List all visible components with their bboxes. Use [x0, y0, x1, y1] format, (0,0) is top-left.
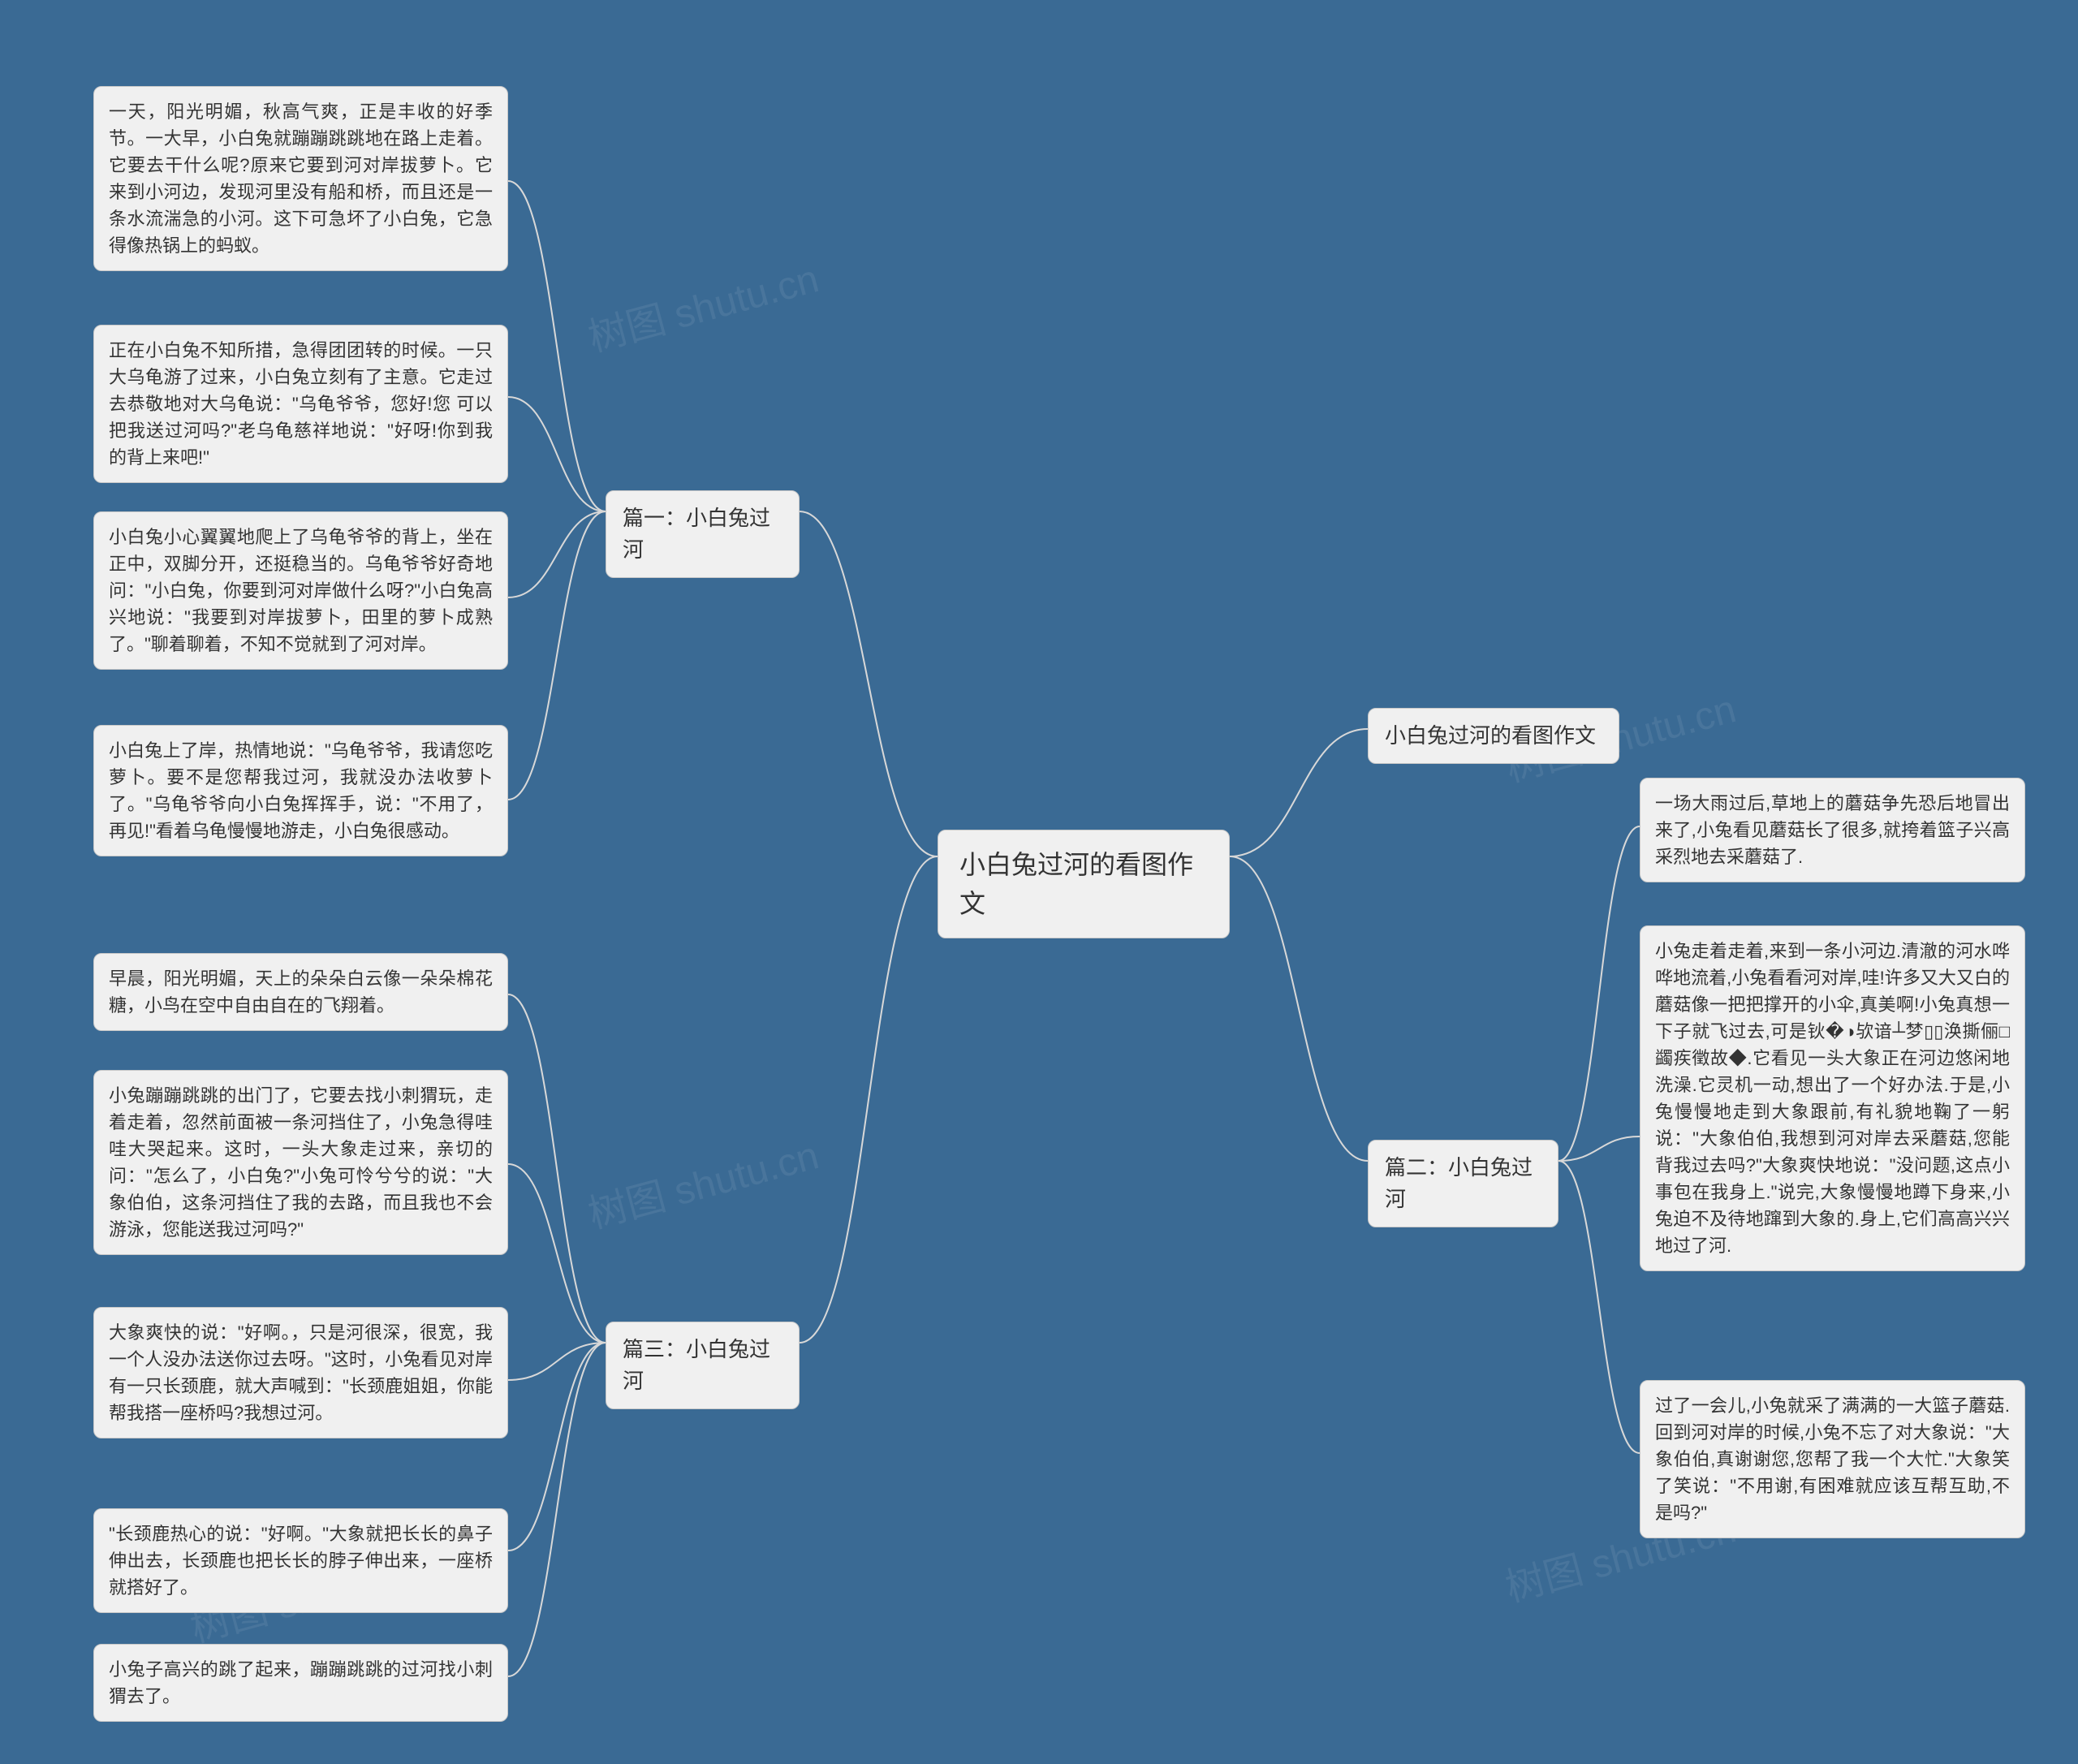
watermark: 树图 shutu.cn [581, 247, 824, 363]
leaf-node[interactable]: 一天，阳光明媚，秋高气爽，正是丰收的好季节。一大早，小白兔就蹦蹦跳跳地在路上走着… [93, 86, 508, 271]
branch-right-1[interactable]: 小白兔过河的看图作文 [1368, 708, 1619, 764]
leaf-node[interactable]: 小兔蹦蹦跳跳的出门了，它要去找小刺猬玩，走着走着，忽然前面被一条河挡住了，小兔急… [93, 1070, 508, 1255]
leaf-node[interactable]: 大象爽快的说："好啊。，只是河很深，很宽，我一个人没办法送你过去呀。"这时，小兔… [93, 1307, 508, 1438]
leaf-node[interactable]: 小兔子高兴的跳了起来，蹦蹦跳跳的过河找小刺猬去了。 [93, 1644, 508, 1722]
leaf-node[interactable]: 小白兔小心翼翼地爬上了乌龟爷爷的背上，坐在正中，双脚分开，还挺稳当的。乌龟爷爷好… [93, 511, 508, 670]
leaf-node[interactable]: 正在小白兔不知所措，急得团团转的时候。一只大乌龟游了过来，小白兔立刻有了主意。它… [93, 325, 508, 483]
root-node[interactable]: 小白兔过河的看图作文 [938, 830, 1230, 938]
branch-left-1[interactable]: 篇一：小白兔过河 [606, 490, 800, 578]
leaf-node[interactable]: 小兔走着走着,来到一条小河边.清澈的河水哗哗地流着,小兔看看河对岸,哇!许多又大… [1640, 925, 2025, 1271]
leaf-node[interactable]: 小白兔上了岸，热情地说："乌龟爷爷，我请您吃萝卜。要不是您帮我过河，我就没办法收… [93, 725, 508, 856]
branch-left-3[interactable]: 篇三：小白兔过河 [606, 1322, 800, 1409]
branch-right-2[interactable]: 篇二：小白兔过河 [1368, 1140, 1558, 1227]
leaf-node[interactable]: 早晨，阳光明媚，天上的朵朵白云像一朵朵棉花糖，小鸟在空中自由自在的飞翔着。 [93, 953, 508, 1031]
watermark: 树图 shutu.cn [581, 1124, 824, 1240]
leaf-node[interactable]: 一场大雨过后,草地上的蘑菇争先恐后地冒出来了,小兔看见蘑菇长了很多,就挎着篮子兴… [1640, 778, 2025, 882]
leaf-node[interactable]: 过了一会儿,小兔就采了满满的一大篮子蘑菇.回到河对岸的时候,小兔不忘了对大象说：… [1640, 1380, 2025, 1538]
leaf-node[interactable]: "长颈鹿热心的说："好啊。"大象就把长长的鼻子伸出去，长颈鹿也把长长的脖子伸出来… [93, 1508, 508, 1613]
